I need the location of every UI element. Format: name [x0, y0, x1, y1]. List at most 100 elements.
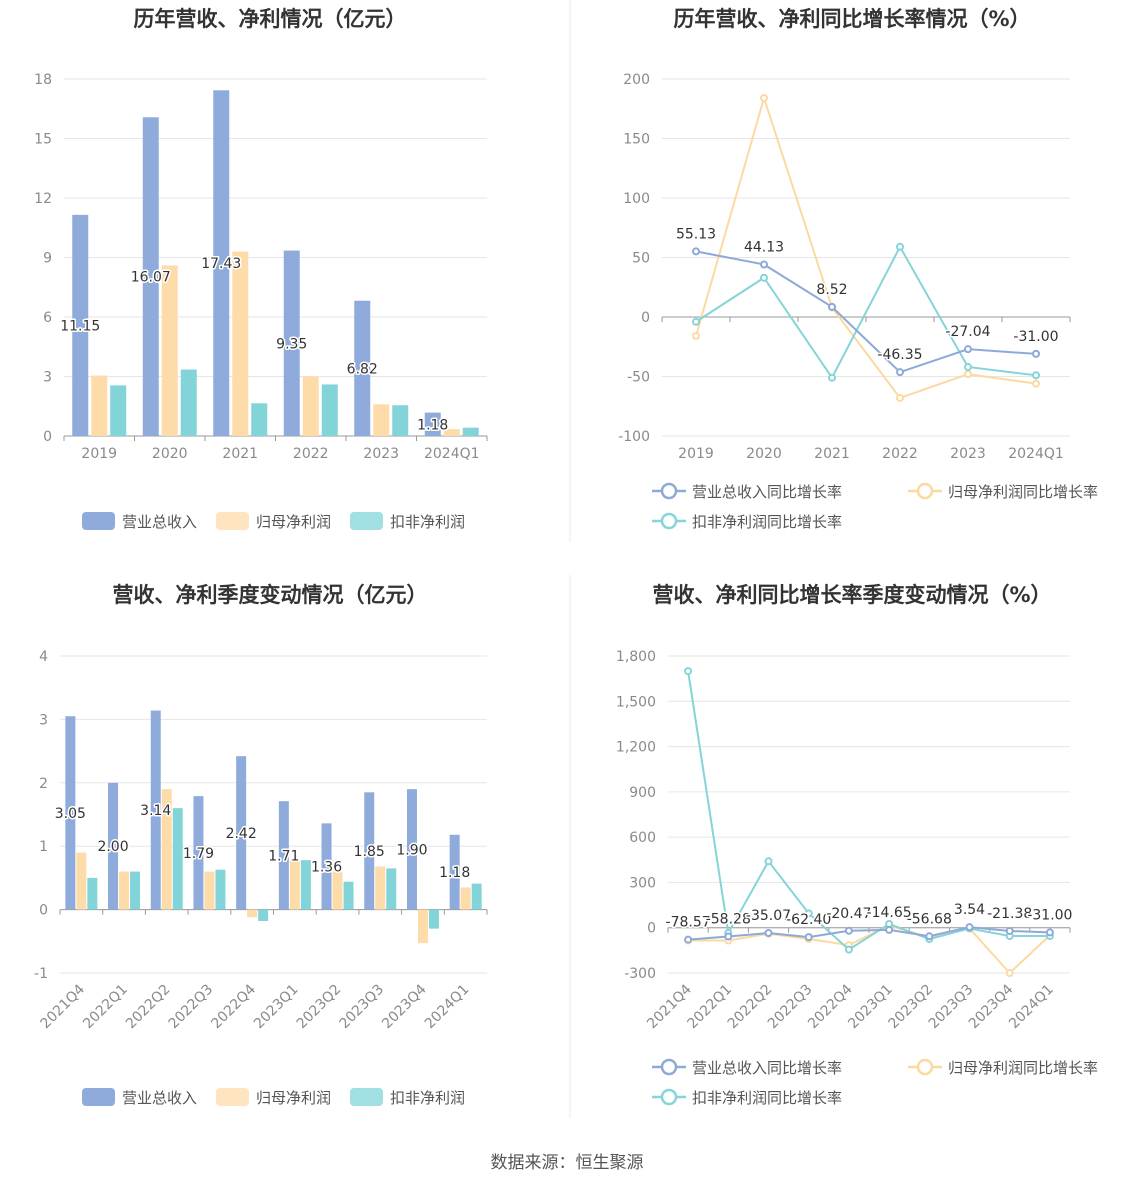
x-tick-label: 2020: [152, 446, 188, 462]
point-revenue-growth: [724, 932, 733, 941]
point-deducted-profit-growth: [896, 242, 904, 251]
y-tick-label: -300: [624, 966, 656, 982]
bar-value-label: 11.15: [60, 318, 100, 334]
x-tick-label: 2020: [746, 446, 782, 462]
bar-value-label: 1.18: [439, 865, 470, 881]
bar-net-profit: [302, 376, 319, 436]
legend-label-net-profit-growth: 归母净利润同比增长率: [948, 1059, 1098, 1077]
point-revenue-growth: [925, 932, 934, 941]
x-tick-label: 2022Q4: [208, 981, 259, 1032]
bar-revenue: [193, 796, 204, 910]
point-deducted-profit-growth: [692, 317, 700, 326]
legend-marker-deducted-profit-growth: [660, 512, 678, 530]
legend-swatch-revenue: [82, 512, 115, 530]
point-revenue-growth: [764, 929, 773, 938]
point-value-label: -20.47: [826, 906, 871, 922]
legend-marker-revenue-growth: [660, 1058, 678, 1076]
point-value-label: 55.13: [676, 226, 716, 242]
bar-deducted-profit: [343, 881, 354, 910]
legend-label-revenue-growth: 营业总收入同比增长率: [692, 1059, 842, 1077]
point-value-label: -31.00: [1013, 329, 1058, 345]
bar-net-profit: [375, 866, 386, 910]
y-tick-label: 12: [34, 191, 52, 207]
y-tick-label: 600: [629, 830, 656, 846]
legend-label-revenue: 营业总收入: [122, 513, 197, 531]
bar-revenue: [150, 710, 161, 910]
x-tick-label: 2024Q1: [424, 446, 480, 462]
x-tick-label: 2021: [814, 446, 850, 462]
y-tick-label: 300: [629, 875, 656, 891]
y-tick-label: 0: [39, 903, 48, 919]
point-value-label: -78.57: [666, 915, 711, 931]
legend-marker-deducted-profit-growth: [660, 1088, 678, 1106]
bar-value-label: 3.05: [55, 806, 86, 822]
bar-value-label: 16.07: [131, 270, 171, 286]
point-value-label: -46.35: [877, 347, 922, 363]
point-value-label: -62.40: [786, 912, 831, 928]
chart-title: 历年营收、净利情况（亿元）: [134, 7, 407, 31]
y-tick-label: 3: [39, 712, 48, 728]
bar-deducted-profit: [386, 868, 397, 910]
point-net-profit-growth: [760, 94, 768, 103]
bar-net-profit: [119, 871, 130, 910]
point-net-profit-growth: [1032, 379, 1040, 388]
x-tick-label: 2023Q1: [251, 982, 302, 1033]
bar-value-label: 1.90: [396, 842, 427, 858]
x-tick-label: 2022: [882, 446, 918, 462]
point-revenue-growth: [965, 923, 974, 932]
legend-swatch-net-profit: [216, 1088, 249, 1106]
bar-net-profit: [232, 251, 249, 436]
legend-label-net-profit-growth: 归母净利润同比增长率: [948, 483, 1098, 501]
bar-value-label: 1.85: [354, 844, 385, 860]
bar-net-profit: [332, 871, 343, 910]
series-line-deducted-profit-growth: [687, 670, 1050, 951]
x-tick-label: 2023Q2: [294, 982, 345, 1033]
bar-net-profit: [247, 909, 258, 918]
legend-label-deducted-profit-growth: 扣非净利润同比增长率: [692, 1089, 842, 1107]
point-deducted-profit-growth: [828, 373, 836, 382]
y-tick-label: 4: [39, 649, 48, 665]
legend-label-deducted-profit: 扣非净利润: [390, 1089, 465, 1107]
legend-swatch-revenue: [82, 1088, 115, 1106]
bar-value-label: 17.43: [201, 256, 241, 272]
point-deducted-profit-growth: [804, 909, 813, 918]
y-tick-label: -50: [627, 370, 650, 386]
y-tick-label: 9: [43, 251, 52, 267]
bar-deducted-profit: [258, 909, 269, 922]
bar-revenue: [72, 214, 89, 436]
annual-growth-rate-chart: 历年营收、净利同比增长率情况（%） -100 -50 0 50 100 150 200 2019…: [618, 7, 1098, 531]
x-tick-label: 2022Q1: [80, 982, 131, 1033]
point-value-label: 44.13: [744, 239, 784, 255]
legend-label-revenue: 营业总收入: [122, 1089, 197, 1107]
legend-marker-revenue-growth: [660, 482, 678, 500]
x-tick-label: 2019: [81, 446, 117, 462]
bar-revenue: [142, 117, 159, 437]
point-deducted-profit-growth: [1032, 371, 1040, 380]
y-tick-label: 900: [629, 785, 656, 801]
x-tick-label: 2021: [222, 446, 258, 462]
bar-revenue: [354, 300, 371, 436]
bar-revenue: [65, 716, 76, 910]
point-deducted-profit-growth: [764, 857, 773, 866]
legend-swatch-deducted-profit: [350, 1088, 383, 1106]
bar-deducted-profit: [251, 403, 268, 436]
y-tick-label: 0: [641, 310, 650, 326]
bar-deducted-profit: [110, 385, 127, 436]
bar-deducted-profit: [428, 909, 439, 929]
point-revenue-growth: [828, 302, 836, 311]
y-tick-label: 1: [39, 839, 48, 855]
y-tick-label: -100: [618, 429, 650, 445]
x-tick-label: 2022Q2: [123, 982, 174, 1033]
x-tick-label: 2019: [678, 446, 714, 462]
bar-revenue: [406, 789, 417, 910]
bar-value-label: 1.36: [311, 859, 342, 875]
bar-net-profit: [443, 429, 460, 436]
bar-deducted-profit: [392, 405, 409, 436]
bar-revenue: [236, 756, 247, 910]
x-tick-label: 2023Q3: [336, 982, 387, 1033]
legend-label-deducted-profit-growth: 扣非净利润同比增长率: [692, 513, 842, 531]
bar-deducted-profit: [215, 869, 226, 910]
y-tick-label: 3: [43, 370, 52, 386]
point-value-label: -31.00: [1027, 907, 1072, 923]
point-value-label: -21.38: [987, 906, 1032, 922]
